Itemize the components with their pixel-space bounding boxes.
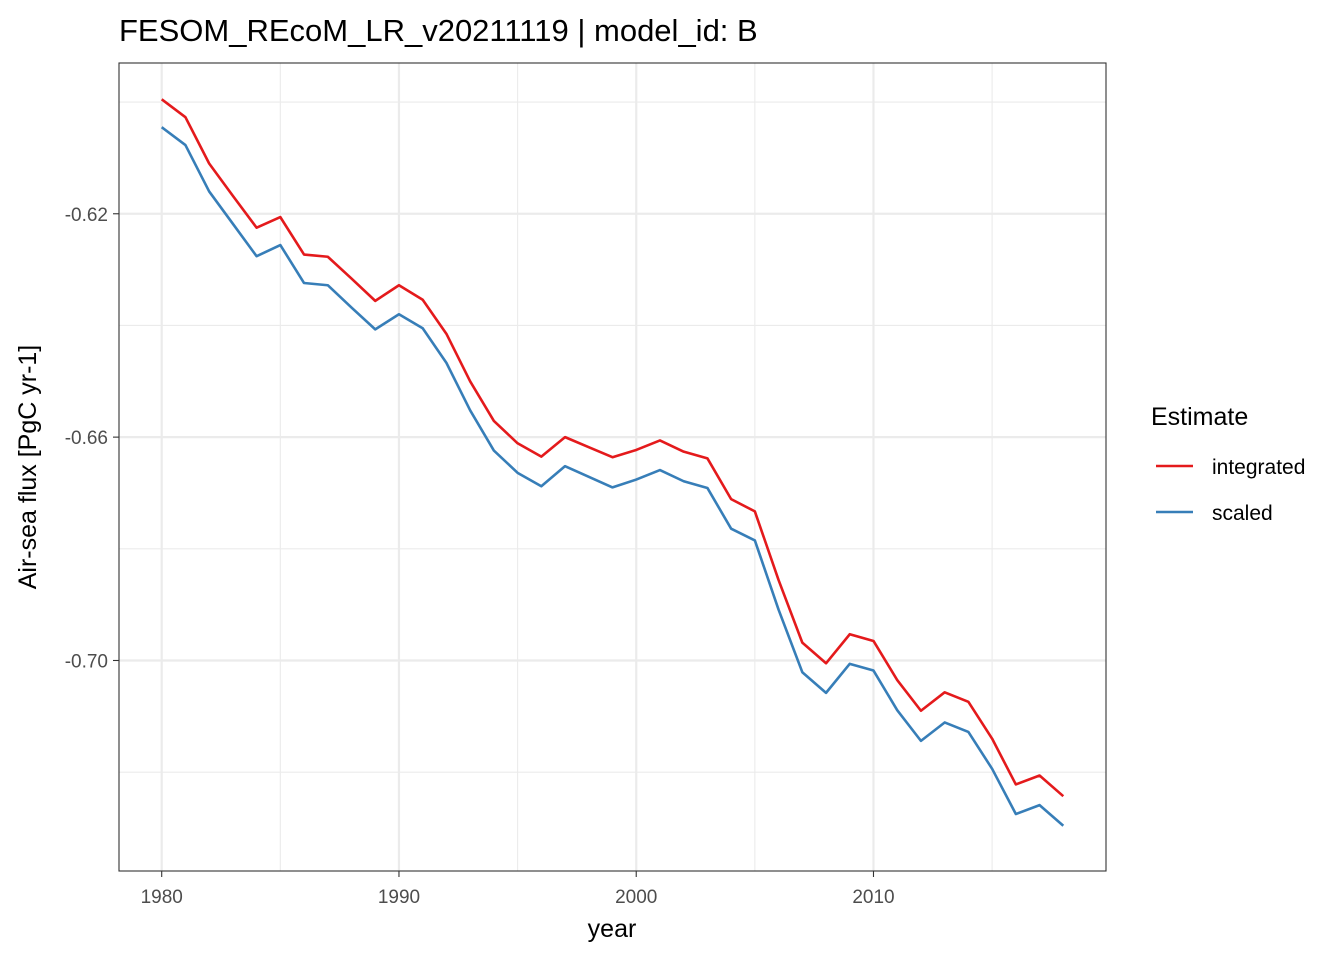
x-tick-label: 2000 — [615, 887, 657, 908]
grid-minor — [119, 63, 1106, 871]
series-lines — [160, 98, 1065, 827]
x-axis-title: year — [588, 915, 637, 943]
x-tick-label: 2010 — [852, 887, 894, 908]
legend-label-scaled: scaled — [1212, 502, 1273, 525]
panel-border — [118, 62, 1107, 872]
y-axis-title: Air-sea flux [PgC yr-1] — [14, 345, 42, 590]
chart-title: FESOM_REcoM_LR_v20211119 | model_id: B — [119, 13, 758, 48]
y-tick-label: -0.66 — [65, 428, 108, 449]
x-tick-label: 1990 — [378, 887, 420, 908]
x-tick-label: 1980 — [141, 887, 183, 908]
legend-label-integrated: integrated — [1212, 456, 1305, 479]
series-line-scaled — [160, 126, 1065, 827]
grid-major — [119, 63, 1106, 871]
y-tick-label: -0.70 — [65, 651, 108, 672]
legend-title: Estimate — [1151, 403, 1248, 431]
legend: Estimate integrated scaled — [1151, 403, 1305, 525]
x-axis: 1980 1990 2000 2010 — [141, 871, 895, 908]
series-line-integrated — [160, 98, 1065, 798]
y-tick-label: -0.62 — [65, 205, 108, 226]
y-axis: -0.62 -0.66 -0.70 — [65, 205, 119, 672]
